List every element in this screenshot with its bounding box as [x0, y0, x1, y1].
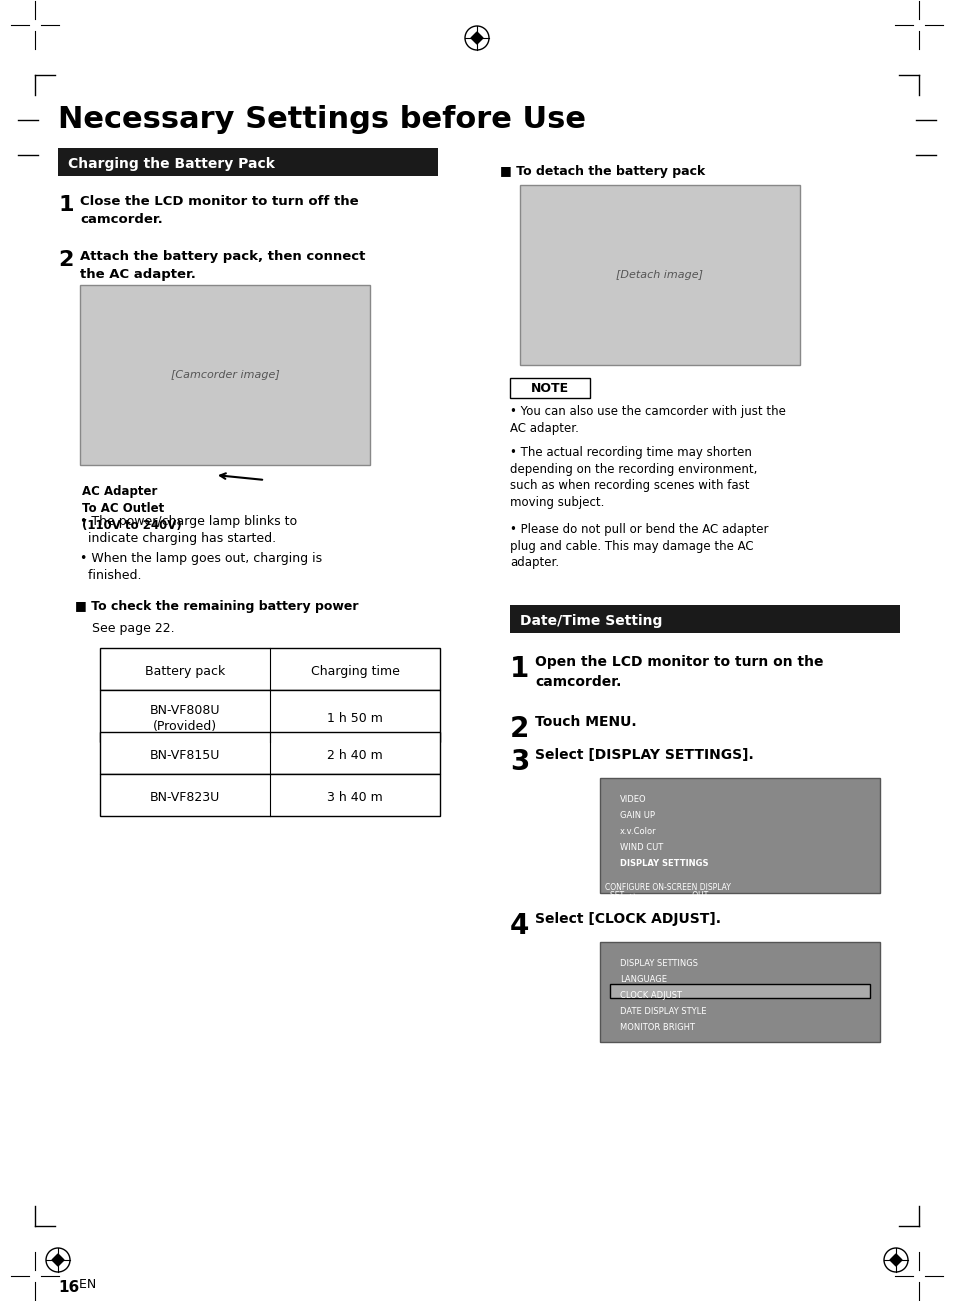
Text: CLOCK ADJUST: CLOCK ADJUST	[619, 991, 681, 1000]
Text: Battery pack: Battery pack	[145, 665, 225, 678]
Text: Open the LCD monitor to turn on the
camcorder.: Open the LCD monitor to turn on the camc…	[535, 654, 822, 688]
Text: 2: 2	[58, 250, 73, 271]
Text: Select [CLOCK ADJUST].: Select [CLOCK ADJUST].	[535, 912, 720, 926]
FancyBboxPatch shape	[609, 984, 869, 998]
Text: DISPLAY SETTINGS: DISPLAY SETTINGS	[619, 959, 698, 968]
FancyBboxPatch shape	[599, 942, 879, 1042]
Text: 2 h 40 m: 2 h 40 m	[327, 748, 382, 761]
Text: • The actual recording time may shorten
depending on the recording environment,
: • The actual recording time may shorten …	[510, 446, 757, 509]
FancyBboxPatch shape	[100, 732, 439, 774]
FancyBboxPatch shape	[80, 285, 370, 464]
Polygon shape	[889, 1254, 901, 1266]
Text: GAIN UP: GAIN UP	[619, 811, 655, 820]
Text: [Detach image]: [Detach image]	[616, 271, 702, 280]
Text: ■ To check the remaining battery power: ■ To check the remaining battery power	[75, 600, 358, 613]
FancyBboxPatch shape	[519, 185, 800, 366]
Text: VIDEO: VIDEO	[619, 795, 646, 804]
Polygon shape	[52, 1254, 64, 1266]
Text: DATE DISPLAY STYLE: DATE DISPLAY STYLE	[619, 1007, 706, 1016]
Text: 1 h 50 m: 1 h 50 m	[327, 712, 382, 725]
Text: 3: 3	[510, 748, 529, 775]
Text: Attach the battery pack, then connect
the AC adapter.: Attach the battery pack, then connect th…	[80, 250, 365, 281]
Text: Select [DISPLAY SETTINGS].: Select [DISPLAY SETTINGS].	[535, 748, 753, 762]
Text: 1: 1	[510, 654, 529, 683]
Text: • The power/charge lamp blinks to
  indicate charging has started.: • The power/charge lamp blinks to indica…	[80, 515, 296, 545]
Text: • Please do not pull or bend the AC adapter
plug and cable. This may damage the : • Please do not pull or bend the AC adap…	[510, 523, 768, 569]
Text: ■ To detach the battery pack: ■ To detach the battery pack	[499, 165, 704, 178]
Text: Charging time: Charging time	[311, 665, 399, 678]
Text: CONFIGURE ON-SCREEN DISPLAY: CONFIGURE ON-SCREEN DISPLAY	[604, 883, 730, 892]
FancyBboxPatch shape	[599, 778, 879, 892]
Text: 1: 1	[58, 195, 73, 215]
Text: EN: EN	[75, 1278, 96, 1291]
Text: 3 h 40 m: 3 h 40 m	[327, 791, 382, 804]
Polygon shape	[471, 33, 482, 44]
FancyBboxPatch shape	[100, 774, 439, 816]
Text: LANGUAGE: LANGUAGE	[619, 974, 666, 984]
FancyBboxPatch shape	[58, 148, 437, 176]
Text: • You can also use the camcorder with just the
AC adapter.: • You can also use the camcorder with ju…	[510, 405, 785, 435]
Text: Charging the Battery Pack: Charging the Battery Pack	[68, 157, 274, 170]
Text: DISPLAY SETTINGS: DISPLAY SETTINGS	[619, 859, 708, 868]
Text: AC Adapter
To AC Outlet
(110V to 240V): AC Adapter To AC Outlet (110V to 240V)	[82, 485, 182, 532]
FancyBboxPatch shape	[510, 605, 899, 634]
Text: SET  ↩                        OUT: SET ↩ OUT	[609, 891, 707, 900]
FancyBboxPatch shape	[100, 690, 439, 742]
Text: BN-VF808U
(Provided): BN-VF808U (Provided)	[150, 704, 220, 732]
Text: x.v.Color: x.v.Color	[619, 827, 656, 837]
Text: 16: 16	[58, 1280, 79, 1294]
Text: Date/Time Setting: Date/Time Setting	[519, 614, 661, 628]
FancyBboxPatch shape	[510, 379, 589, 398]
Text: BN-VF823U: BN-VF823U	[150, 791, 220, 804]
Text: MONITOR BRIGHT: MONITOR BRIGHT	[619, 1023, 695, 1032]
Text: • When the lamp goes out, charging is
  finished.: • When the lamp goes out, charging is fi…	[80, 552, 322, 582]
Text: 2: 2	[510, 716, 529, 743]
Text: Close the LCD monitor to turn off the
camcorder.: Close the LCD monitor to turn off the ca…	[80, 195, 358, 226]
Text: Touch MENU.: Touch MENU.	[535, 716, 636, 729]
Text: Necessary Settings before Use: Necessary Settings before Use	[58, 105, 585, 134]
Text: NOTE: NOTE	[531, 381, 569, 394]
Text: 4: 4	[510, 912, 529, 941]
Text: [Camcorder image]: [Camcorder image]	[171, 369, 279, 380]
Text: BN-VF815U: BN-VF815U	[150, 748, 220, 761]
FancyBboxPatch shape	[100, 648, 439, 690]
Text: WIND CUT: WIND CUT	[619, 843, 662, 852]
Text: See page 22.: See page 22.	[91, 622, 174, 635]
